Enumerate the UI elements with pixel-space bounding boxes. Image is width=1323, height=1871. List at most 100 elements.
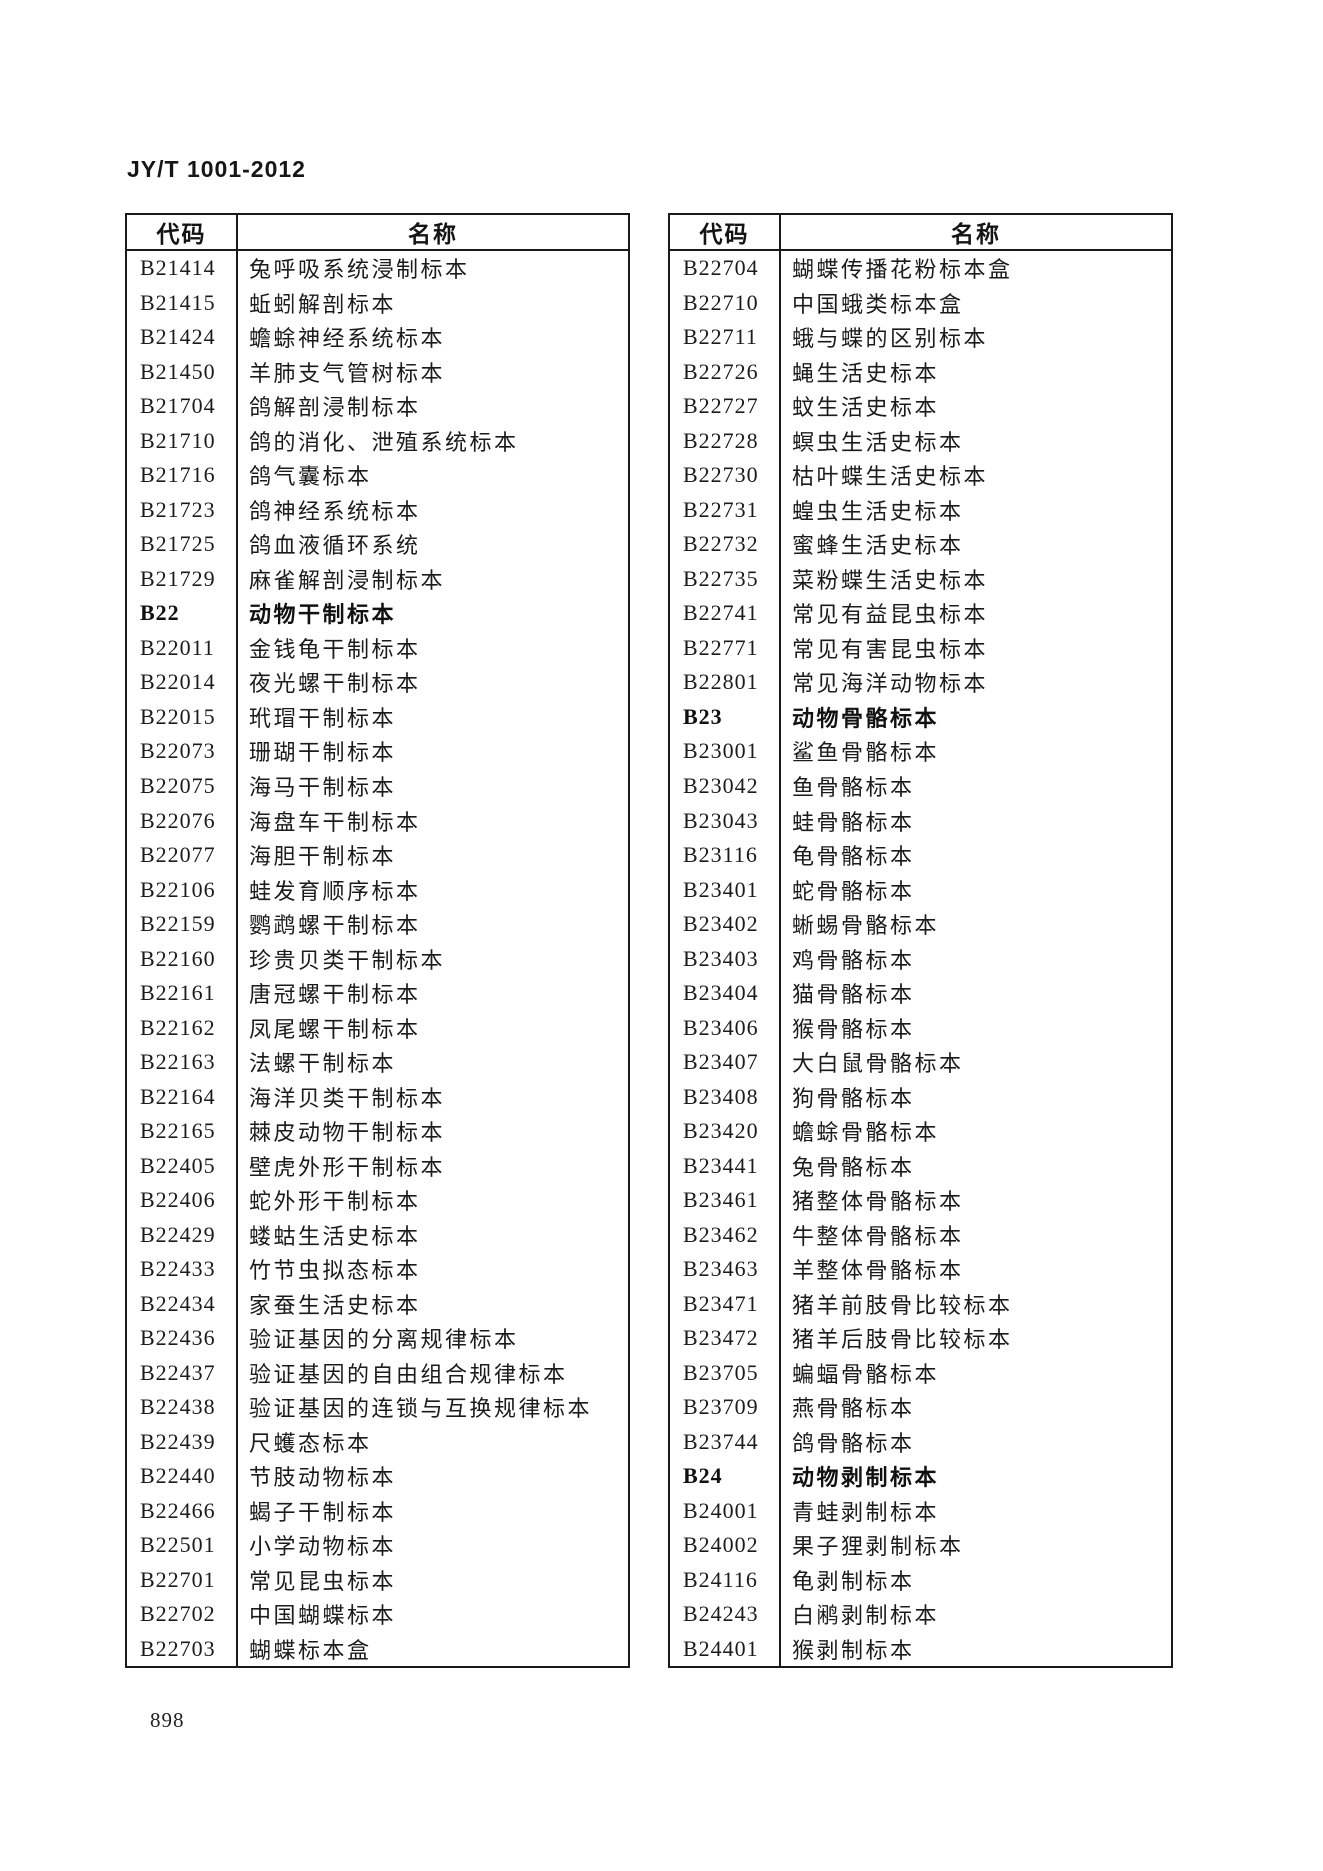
name-cell: 蛇骨骼标本 <box>792 878 915 904</box>
name-cell: 鸽神经系统标本 <box>249 498 421 524</box>
code-cell: B22014 <box>127 665 238 700</box>
table-row: B21723 鸽神经系统标本 <box>127 492 628 528</box>
name-cell: 尺蠖态标本 <box>249 1430 372 1456</box>
table-row: B22703 蝴蝶标本盒 <box>127 1631 628 1667</box>
table-row: B24001 青蛙剥制标本 <box>670 1493 1171 1529</box>
table-row: B22702 中国蝴蝶标本 <box>127 1597 628 1632</box>
code-cell: B22075 <box>127 768 238 804</box>
table-row: B23441 兔骨骼标本 <box>670 1148 1171 1183</box>
table-row: B23420 蟾蜍骨骼标本 <box>670 1113 1171 1149</box>
table-row: B22076 海盘车干制标本 <box>127 803 628 838</box>
code-cell: B22165 <box>127 1113 238 1149</box>
code-cell: B23403 <box>670 941 781 976</box>
name-cell: 青蛙剥制标本 <box>792 1499 940 1525</box>
table-row: B23461 猪整体骨骼标本 <box>670 1182 1171 1218</box>
code-cell: B22011 <box>127 630 238 666</box>
name-cell: 珊瑚干制标本 <box>249 740 397 766</box>
document-number: JY/T 1001-2012 <box>127 156 306 182</box>
name-cell: 海盘车干制标本 <box>249 809 421 835</box>
code-cell: B23404 <box>670 975 781 1011</box>
table-row: B22735 菜粉蝶生活史标本 <box>670 561 1171 597</box>
code-cell: B21424 <box>127 320 238 355</box>
table-row: B21716 鸽气囊标本 <box>127 458 628 493</box>
name-cell: 果子狸剥制标本 <box>792 1534 964 1560</box>
name-cell: 蛙发育顺序标本 <box>249 878 421 904</box>
table-row: B21424 蟾蜍神经系统标本 <box>127 320 628 355</box>
table-row: B23407 大白鼠骨骼标本 <box>670 1044 1171 1080</box>
code-cell: B21414 <box>127 251 238 286</box>
table-row: B22727 蚊生活史标本 <box>670 389 1171 424</box>
name-cell: 玳瑁干制标本 <box>249 705 397 731</box>
table-row: B22732 蜜蜂生活史标本 <box>670 527 1171 562</box>
name-cell: 蝴蝶传播花粉标本盒 <box>792 257 1013 283</box>
code-cell: B23 <box>670 699 781 735</box>
code-cell: B22704 <box>670 251 781 286</box>
table-row: B22741 常见有益昆虫标本 <box>670 596 1171 631</box>
table-row: B22711 蛾与蝶的区别标本 <box>670 320 1171 355</box>
code-cell: B23420 <box>670 1113 781 1149</box>
code-cell: B22433 <box>127 1251 238 1287</box>
name-cell: 蝴蝶标本盒 <box>249 1637 372 1663</box>
name-cell: 鱼骨骼标本 <box>792 774 915 800</box>
code-cell: B22801 <box>670 665 781 700</box>
table-row: B22731 蝗虫生活史标本 <box>670 492 1171 528</box>
table-row: B23406 猴骨骼标本 <box>670 1010 1171 1045</box>
name-cell: 验证基因的连锁与互换规律标本 <box>249 1396 593 1422</box>
code-cell: B22 <box>127 596 238 631</box>
table-row: B22710 中国蛾类标本盒 <box>670 285 1171 321</box>
name-cell: 鸽解剖浸制标本 <box>249 395 421 421</box>
code-cell: B23001 <box>670 734 781 769</box>
code-cell: B22434 <box>127 1286 238 1321</box>
table-body-left: B21414 兔呼吸系统浸制标本 B21415 蚯蚓解剖标本 B21424 蟾蜍神经系统标… <box>127 251 628 1667</box>
code-cell: B22164 <box>127 1079 238 1114</box>
name-cell: 金钱龟干制标本 <box>249 636 421 662</box>
code-cell: B23408 <box>670 1079 781 1114</box>
code-cell: B22106 <box>127 872 238 907</box>
code-cell: B22406 <box>127 1182 238 1218</box>
name-cell: 燕骨骼标本 <box>792 1396 915 1422</box>
table-row: B23043 蛙骨骼标本 <box>670 803 1171 838</box>
name-cell: 夜光螺干制标本 <box>249 671 421 697</box>
name-cell: 蟾蜍骨骼标本 <box>792 1120 940 1146</box>
code-cell: B22161 <box>127 975 238 1011</box>
table-row: B22438 验证基因的连锁与互换规律标本 <box>127 1390 628 1425</box>
table-row: B22075 海马干制标本 <box>127 768 628 804</box>
name-cell: 常见有害昆虫标本 <box>792 636 989 662</box>
table-row: B23116 龟骨骼标本 <box>670 837 1171 873</box>
name-cell: 蚯蚓解剖标本 <box>249 291 397 317</box>
name-cell: 竹节虫拟态标本 <box>249 1258 421 1284</box>
name-cell: 兔骨骼标本 <box>792 1154 915 1180</box>
code-cell: B22405 <box>127 1148 238 1183</box>
name-cell: 海洋贝类干制标本 <box>249 1085 446 1111</box>
code-cell: B23709 <box>670 1390 781 1425</box>
table-row: B21414 兔呼吸系统浸制标本 <box>127 251 628 286</box>
name-cell: 龟剥制标本 <box>792 1568 915 1594</box>
code-cell: B22741 <box>670 596 781 631</box>
name-cell: 鸽的消化、泄殖系统标本 <box>249 429 519 455</box>
table-row: B22771 常见有害昆虫标本 <box>670 630 1171 666</box>
table-row: B23001 鲨鱼骨骼标本 <box>670 734 1171 769</box>
name-cell: 蛾与蝶的区别标本 <box>792 326 989 352</box>
column-header-code: 代码 <box>670 215 781 249</box>
code-cell: B21716 <box>127 458 238 493</box>
code-cell: B23462 <box>670 1217 781 1252</box>
code-cell: B22466 <box>127 1493 238 1529</box>
name-cell: 羊肺支气管树标本 <box>249 360 446 386</box>
column-header-name: 名称 <box>951 222 1001 247</box>
name-cell: 白鹇剥制标本 <box>792 1603 940 1629</box>
name-cell: 中国蝴蝶标本 <box>249 1603 397 1629</box>
name-cell: 猪羊后肢骨比较标本 <box>792 1327 1013 1353</box>
table-row: B24 动物剥制标本 <box>670 1459 1171 1494</box>
name-cell: 小学动物标本 <box>249 1534 397 1560</box>
code-cell: B22735 <box>670 561 781 597</box>
table-row: B21725 鸽血液循环系统 <box>127 527 628 562</box>
table-row: B22073 珊瑚干制标本 <box>127 734 628 769</box>
table-row: B24243 白鹇剥制标本 <box>670 1597 1171 1632</box>
code-cell: B23461 <box>670 1182 781 1218</box>
table-row: B23472 猪羊后肢骨比较标本 <box>670 1320 1171 1356</box>
table-row: B23705 蝙蝠骨骼标本 <box>670 1355 1171 1391</box>
table-row: B21704 鸽解剖浸制标本 <box>127 389 628 424</box>
table-row: B22011 金钱龟干制标本 <box>127 630 628 666</box>
code-cell: B22076 <box>127 803 238 838</box>
code-cell: B24001 <box>670 1493 781 1529</box>
